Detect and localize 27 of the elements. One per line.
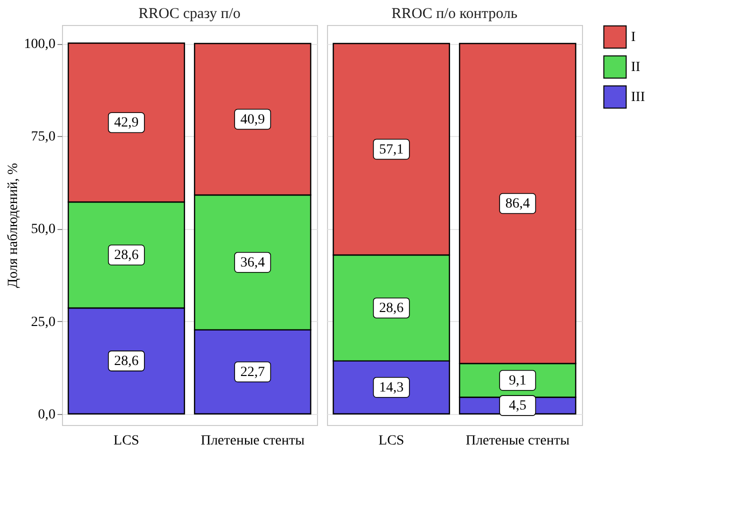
y-axis-title: Доля наблюдений, %	[6, 162, 21, 288]
chart-title: RROC сразу п/о	[138, 6, 240, 22]
y-tick-label: 100,0	[24, 37, 56, 52]
data-label: 14,3	[379, 380, 404, 396]
data-label: 4,5	[508, 398, 526, 414]
data-label: 28,6	[379, 300, 404, 316]
y-tick-label: 75,0	[31, 130, 56, 145]
x-tick-label: LCS	[378, 434, 404, 448]
legend-label: I	[631, 30, 636, 45]
legend-label: II	[631, 60, 641, 75]
legend-label: III	[631, 90, 646, 105]
y-tick-label: 0,0	[38, 407, 56, 422]
data-label: 36,4	[240, 255, 265, 270]
y-tick-label: 25,0	[31, 314, 56, 330]
data-label: 86,4	[505, 196, 530, 212]
y-tick-label: 50,0	[31, 222, 56, 238]
data-label: 28,6	[114, 248, 139, 263]
x-tick-label: Плетеные стенты	[200, 434, 306, 448]
data-label: 42,9	[114, 116, 139, 131]
data-label: 28,6	[114, 354, 139, 369]
data-label: 9,1	[508, 373, 526, 388]
x-tick-label: LCS	[114, 434, 140, 448]
x-tick-label: Плетеные стенты	[466, 434, 570, 448]
chart-title: RROC п/о контроль	[392, 6, 518, 22]
data-label: 40,9	[240, 112, 265, 128]
data-label: 22,7	[240, 364, 265, 380]
data-label: 57,1	[379, 142, 404, 158]
